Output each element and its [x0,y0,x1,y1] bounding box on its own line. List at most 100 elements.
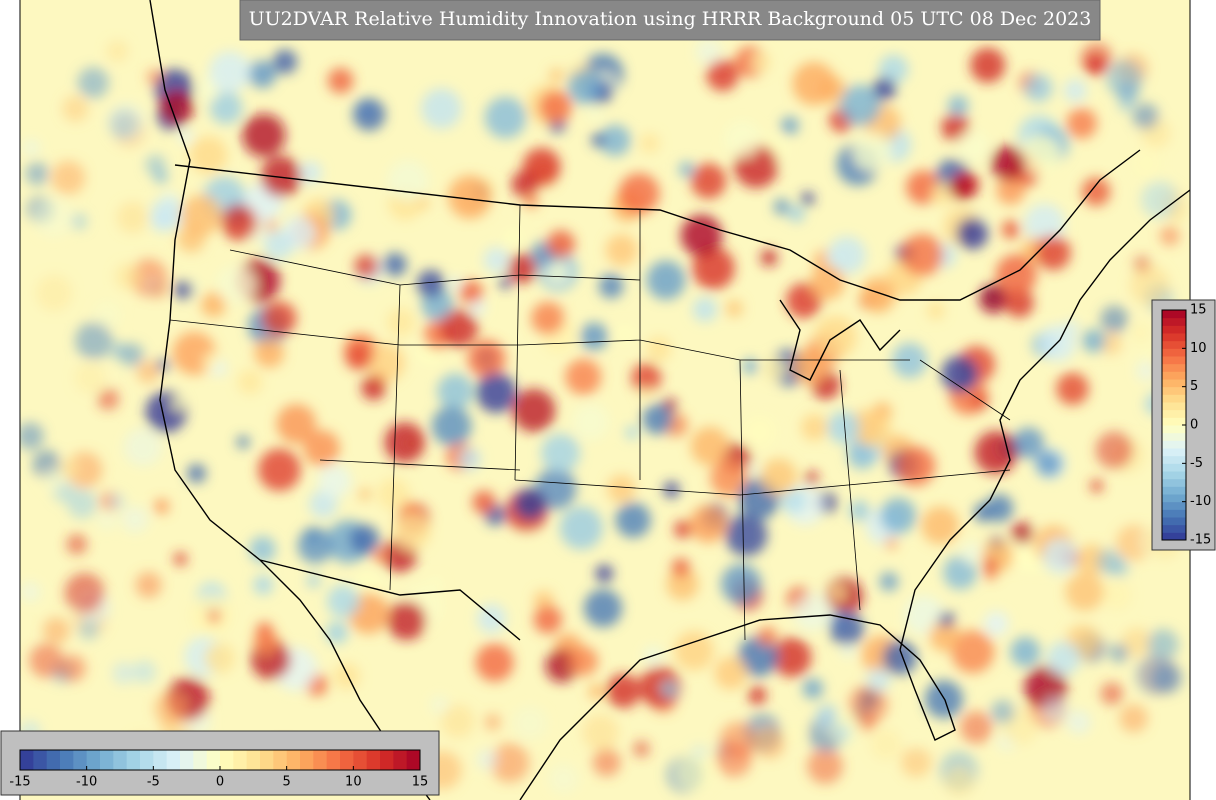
field-cell [209,51,251,93]
colorbar-cell [1162,417,1186,426]
field-cell [995,254,1037,296]
tick-label: -15 [1190,533,1211,548]
field-cell [680,214,723,257]
colorbar-cell [1162,509,1186,518]
colorbar-cell [380,750,394,770]
field-cell [180,194,222,236]
field-cell [720,563,762,605]
field-cell [236,435,250,449]
field-cell [674,520,692,539]
tick-label: -5 [1190,456,1203,471]
field-cell [276,404,317,444]
field-cell [830,585,846,601]
field-cell [1041,696,1068,723]
field-cell [429,576,442,590]
field-cell [333,663,360,690]
field-cell [467,339,506,378]
field-cell [1024,74,1053,102]
field-cell [595,564,614,583]
colorbar-cell [406,750,421,770]
field-cell [990,145,1026,181]
field-cell [535,468,577,510]
colorbar-cell [46,750,61,770]
field-cell [256,622,273,639]
field-cell [801,192,815,206]
field-cell [801,414,828,441]
tick-label: -5 [147,775,160,790]
field-cell [750,52,772,73]
field-cell [36,275,73,312]
field-cell [366,343,405,382]
field-cell [1004,288,1034,318]
field-cell [599,124,631,156]
colorbar-cell [1162,532,1186,541]
colorbar-cell [166,750,181,770]
colorbar-cell [353,750,368,770]
colorbar-cell [1162,440,1186,449]
field-cell [926,301,945,320]
field-cell [352,98,386,131]
field-cell [786,282,822,319]
field-cell [592,748,621,777]
colorbar-cell [1162,478,1186,487]
colorbar-vertical: -15 -10 -5 0 5 10 15 [1161,303,1211,548]
field-cell [618,173,660,215]
field-cell [582,714,619,751]
tick-label: 0 [216,775,224,790]
field-cell [171,397,185,411]
field-cell [258,448,301,492]
field-cell [1109,643,1129,663]
field-cell [384,422,426,463]
colorbar-cell [1162,448,1186,457]
field-cell [1066,108,1097,139]
field-cell [448,175,492,219]
colorbar-cell [326,750,341,770]
field-cell [154,691,188,726]
tick-label: 5 [283,775,291,790]
field-cell [221,204,258,241]
field-cell [503,228,523,248]
field-cell [549,764,579,794]
colorbar-cell [126,750,141,770]
colorbar-cell [1162,340,1186,349]
field-cell [549,68,564,83]
tick-label: -15 [9,775,30,790]
field-cell [1118,95,1136,113]
colorbar-cell [260,750,274,770]
field-cell [568,646,599,676]
field-cell [317,464,352,498]
field-cell [402,501,417,516]
field-cell [674,631,714,671]
field-cell [421,88,462,129]
tick-label: 0 [1190,418,1198,433]
colorbar-cell [246,750,261,770]
field-cell [848,684,889,725]
field-cell [1063,79,1087,103]
field-cell [75,322,113,360]
colorbar-cell [1162,356,1186,365]
colorbar-cell [1162,317,1186,326]
field-cell [242,113,286,158]
field-cell [490,743,530,783]
tick-label: 15 [412,775,429,790]
field-cell [260,156,302,197]
field-cell [580,322,608,351]
west-coast [149,0,431,800]
field-cell [248,59,277,89]
field-cell [878,54,909,84]
colorbar-cell [1162,524,1186,533]
colorbar-cell [1162,471,1186,480]
field-cell [150,209,173,232]
field-cell [416,269,445,298]
field-cell [1001,220,1021,239]
field-cell [892,342,928,379]
field-cell [827,411,861,444]
field-cell [1010,636,1041,667]
colorbar-cell [366,750,381,770]
field-cell [725,514,768,557]
field-cell [802,678,824,699]
field-cell [441,704,475,738]
field-cell [136,360,160,384]
field-cell [1065,572,1104,611]
